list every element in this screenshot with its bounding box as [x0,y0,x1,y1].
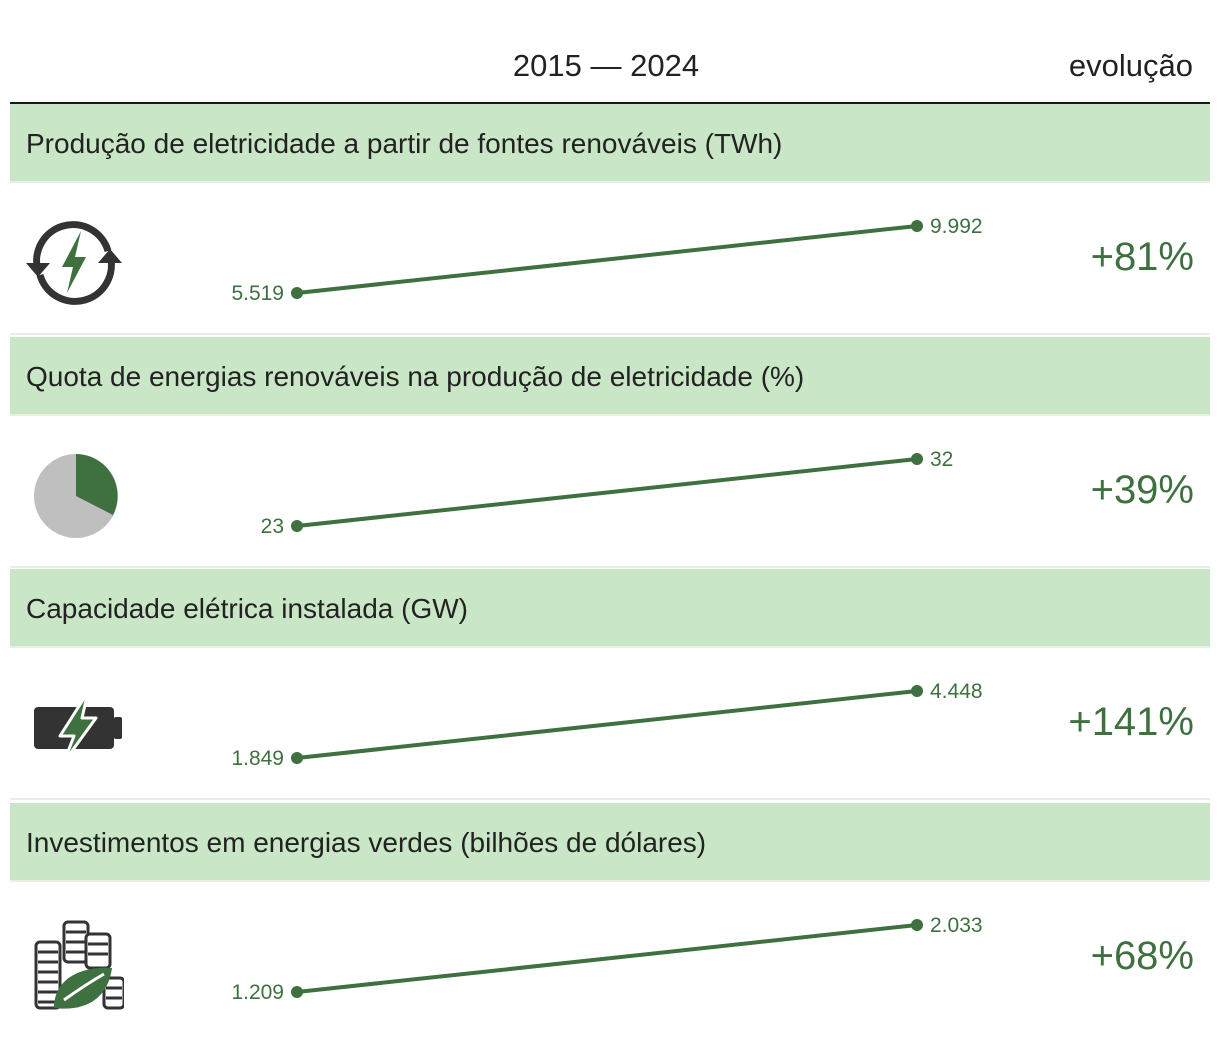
change-percent-3: +141% [1068,700,1194,744]
change-percent-2: +39% [1090,468,1194,512]
pie-share-icon [34,454,118,538]
header-period: 2015 — 2024 [512,48,700,83]
metric-band-3: Capacidade elétrica instalada (GW) [10,569,1210,648]
metric-row-2: 23 32 +39% [10,416,1210,568]
start-value-label-3: 1.849 [231,747,284,770]
start-point-2 [291,520,303,532]
slope-line-3 [296,689,918,760]
battery-bolt-icon [34,690,122,764]
end-value-label-3: 4.448 [930,680,983,703]
metric-row-1: 5.519 9.992 +81% [10,183,1210,335]
start-point-4 [291,986,303,998]
header-rule [10,102,1210,104]
end-point-2 [911,453,923,465]
metric-title-1: Produção de eletricidade a partir de fon… [26,128,783,159]
slope-chart-1: 5.519 9.992 [231,215,983,305]
coins-leaf-icon [34,920,124,1010]
metric-band-1: Produção de eletricidade a partir de fon… [10,104,1210,183]
end-point-4 [911,919,923,931]
change-percent-1: +81% [1090,235,1194,279]
metric-row-4: 1.209 2.033 +68% [10,882,1210,1046]
slope-line-1 [296,224,918,295]
start-value-label-2: 23 [261,515,284,538]
start-value-label-4: 1.209 [231,981,284,1004]
header-evolution: evolução [1068,48,1193,83]
metric-band-4: Investimentos em energias verdes (bilhõe… [10,803,1210,882]
end-point-3 [911,685,923,697]
metric-title-4: Investimentos em energias verdes (bilhõe… [26,827,707,858]
metric-title-3: Capacidade elétrica instalada (GW) [26,593,468,624]
metric-band-2: Quota de energias renováveis na produção… [10,337,1210,416]
slope-chart-4: 1.209 2.033 [231,914,983,1004]
metric-title-2: Quota de energias renováveis na produção… [26,361,805,392]
start-value-label-1: 5.519 [231,282,284,305]
slope-chart-3: 1.849 4.448 [231,680,983,770]
slope-line-4 [296,923,918,994]
end-value-label-2: 32 [930,448,953,471]
start-point-3 [291,752,303,764]
end-point-1 [911,220,923,232]
metric-row-3: 1.849 4.448 +141% [10,648,1210,800]
renewable-cycle-bolt-icon [26,221,122,305]
start-point-1 [291,287,303,299]
end-value-label-4: 2.033 [930,914,983,937]
slope-line-2 [296,457,918,528]
change-percent-4: +68% [1090,934,1194,978]
slope-chart-2: 23 32 [261,448,954,538]
end-value-label-1: 9.992 [930,215,983,238]
